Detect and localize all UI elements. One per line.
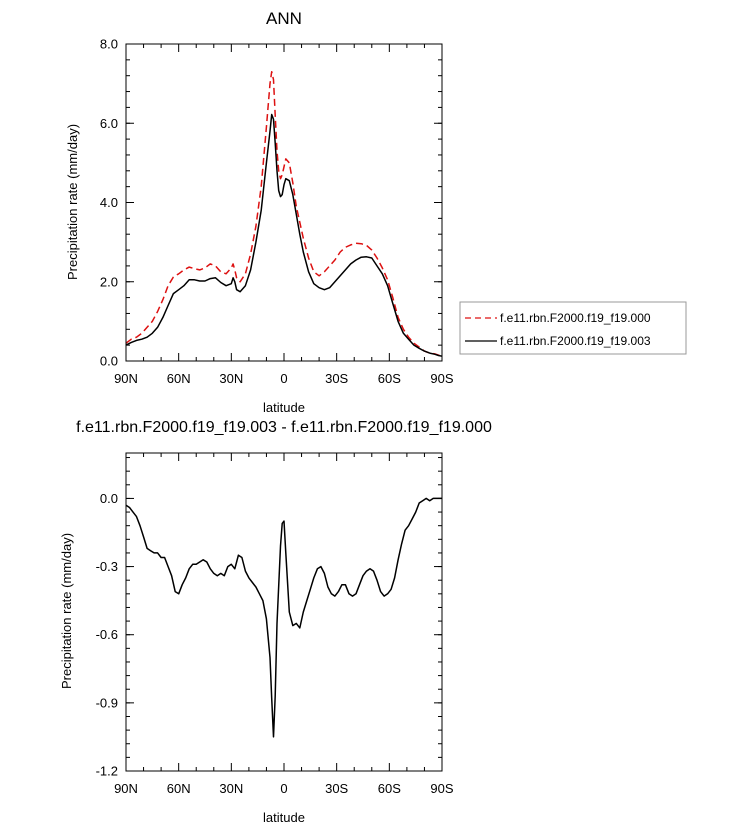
y-tick-label: 0.0 [100,354,118,369]
y-tick-label: -1.2 [96,764,118,779]
legend-box [459,301,687,355]
y-tick-label: -0.9 [96,695,118,710]
x-tick-label: 60N [167,371,191,386]
legend: f.e11.rbn.F2000.f19_f19.000 f.e11.rbn.F2… [459,301,687,355]
y-tick-label: -0.3 [96,559,118,574]
x-tick-label: 60S [378,371,401,386]
difference-line [125,497,442,738]
x-tick-label: 30N [219,781,243,796]
x-tick-label: 0 [280,371,287,386]
y-tick-label: 4.0 [100,195,118,210]
y-axis-label: Precipitation rate (mm/day) [65,124,80,280]
x-axis-label: latitude [263,810,305,825]
x-tick-label: 60S [378,781,401,796]
x-tick-label: 0 [280,781,287,796]
y-tick-label: 0.0 [100,491,118,506]
plot-area: 90N 60N 30N 0 30S 60S 90S 0.0 2.0 4.0 6.0 8.0 [100,37,454,387]
x-tick-label: 90N [114,781,138,796]
chart-title: f.e11.rbn.F2000.f19_f19.003 - f.e11.rbn.… [76,419,492,436]
y-tick-label: 2.0 [100,274,118,289]
plot-area: 90N 60N 30N 0 30S 60S 90S 0.0 -0.3 -0.6 -0.9 -1.2 [96,452,454,796]
plot-frame [125,452,443,772]
legend-label-000: f.e11.rbn.F2000.f19_f19.000 [500,311,651,325]
x-tick-label: 30N [219,371,243,386]
series-line-003 [125,113,443,357]
y-tick-label: -0.6 [96,627,118,642]
plot-frame [125,43,443,362]
chart-annual-precipitation: ANN 90N 60N 30N 0 30S 60S 90S 0.0 2.0 4.0 6.0 8.0 l… [65,9,687,415]
x-tick-label: 30S [325,781,348,796]
x-tick-label: 30S [325,371,348,386]
x-tick-label: 90N [114,371,138,386]
x-axis-label: latitude [263,400,305,415]
x-tick-label: 90S [430,371,453,386]
legend-label-003: f.e11.rbn.F2000.f19_f19.003 [500,334,651,348]
y-tick-label: 8.0 [100,37,118,52]
chart-title: ANN [266,9,302,28]
x-tick-label: 90S [430,781,453,796]
y-tick-label: 6.0 [100,116,118,131]
y-axis-label: Precipitation rate (mm/day) [59,533,74,689]
series-line-000 [125,70,443,357]
chart-precipitation-difference: f.e11.rbn.F2000.f19_f19.003 - f.e11.rbn.… [59,419,492,825]
x-tick-label: 60N [167,781,191,796]
